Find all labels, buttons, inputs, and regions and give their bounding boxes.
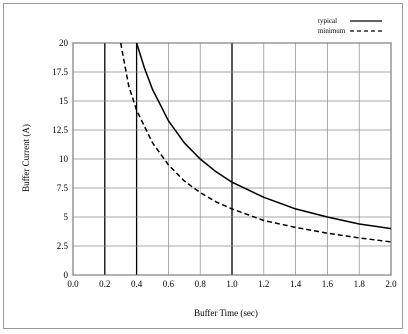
x-tick-label: 0.0 bbox=[67, 279, 79, 289]
y-tick-label: 20 bbox=[59, 38, 69, 48]
series-line-typical bbox=[135, 42, 392, 230]
x-tick-label: 2.0 bbox=[385, 279, 397, 289]
x-axis-label: Buffer Time (sec) bbox=[194, 308, 258, 318]
y-tick-label: 2.5 bbox=[57, 241, 69, 251]
x-tick-label: 1.8 bbox=[354, 279, 366, 289]
y-tick-label: 7.5 bbox=[57, 183, 69, 193]
x-tick-label: 1.0 bbox=[226, 279, 238, 289]
series-layer bbox=[119, 42, 392, 243]
legend: typical minimum bbox=[318, 17, 382, 35]
y-axis-label: Buffer Current (A) bbox=[21, 124, 31, 192]
y-tick-label: 12.5 bbox=[52, 125, 68, 135]
x-tick-label: 1.6 bbox=[322, 279, 334, 289]
x-tick-label: 0.8 bbox=[195, 279, 207, 289]
y-tick-label: 0 bbox=[64, 270, 69, 280]
x-tick-label: 0.4 bbox=[131, 279, 143, 289]
series-line-minimum bbox=[119, 42, 392, 243]
x-tick-label: 1.2 bbox=[258, 279, 269, 289]
grid bbox=[72, 42, 392, 276]
y-tick-label: 15 bbox=[59, 96, 69, 106]
y-tick-label: 5 bbox=[64, 212, 69, 222]
x-tick-label: 1.4 bbox=[290, 279, 302, 289]
y-tick-label: 17.5 bbox=[52, 67, 68, 77]
legend-label-typical: typical bbox=[318, 17, 337, 25]
y-tick-label: 10 bbox=[59, 154, 69, 164]
legend-label-minimum: minimum bbox=[318, 27, 346, 35]
x-tick-label: 0.2 bbox=[99, 279, 110, 289]
tick-labels: 0.0 0.2 0.4 0.6 0.8 1.0 1.2 1.4 1.6 1.8 2.0 0 2.5 5 7.… bbox=[52, 38, 397, 289]
x-tick-label: 0.6 bbox=[163, 279, 175, 289]
